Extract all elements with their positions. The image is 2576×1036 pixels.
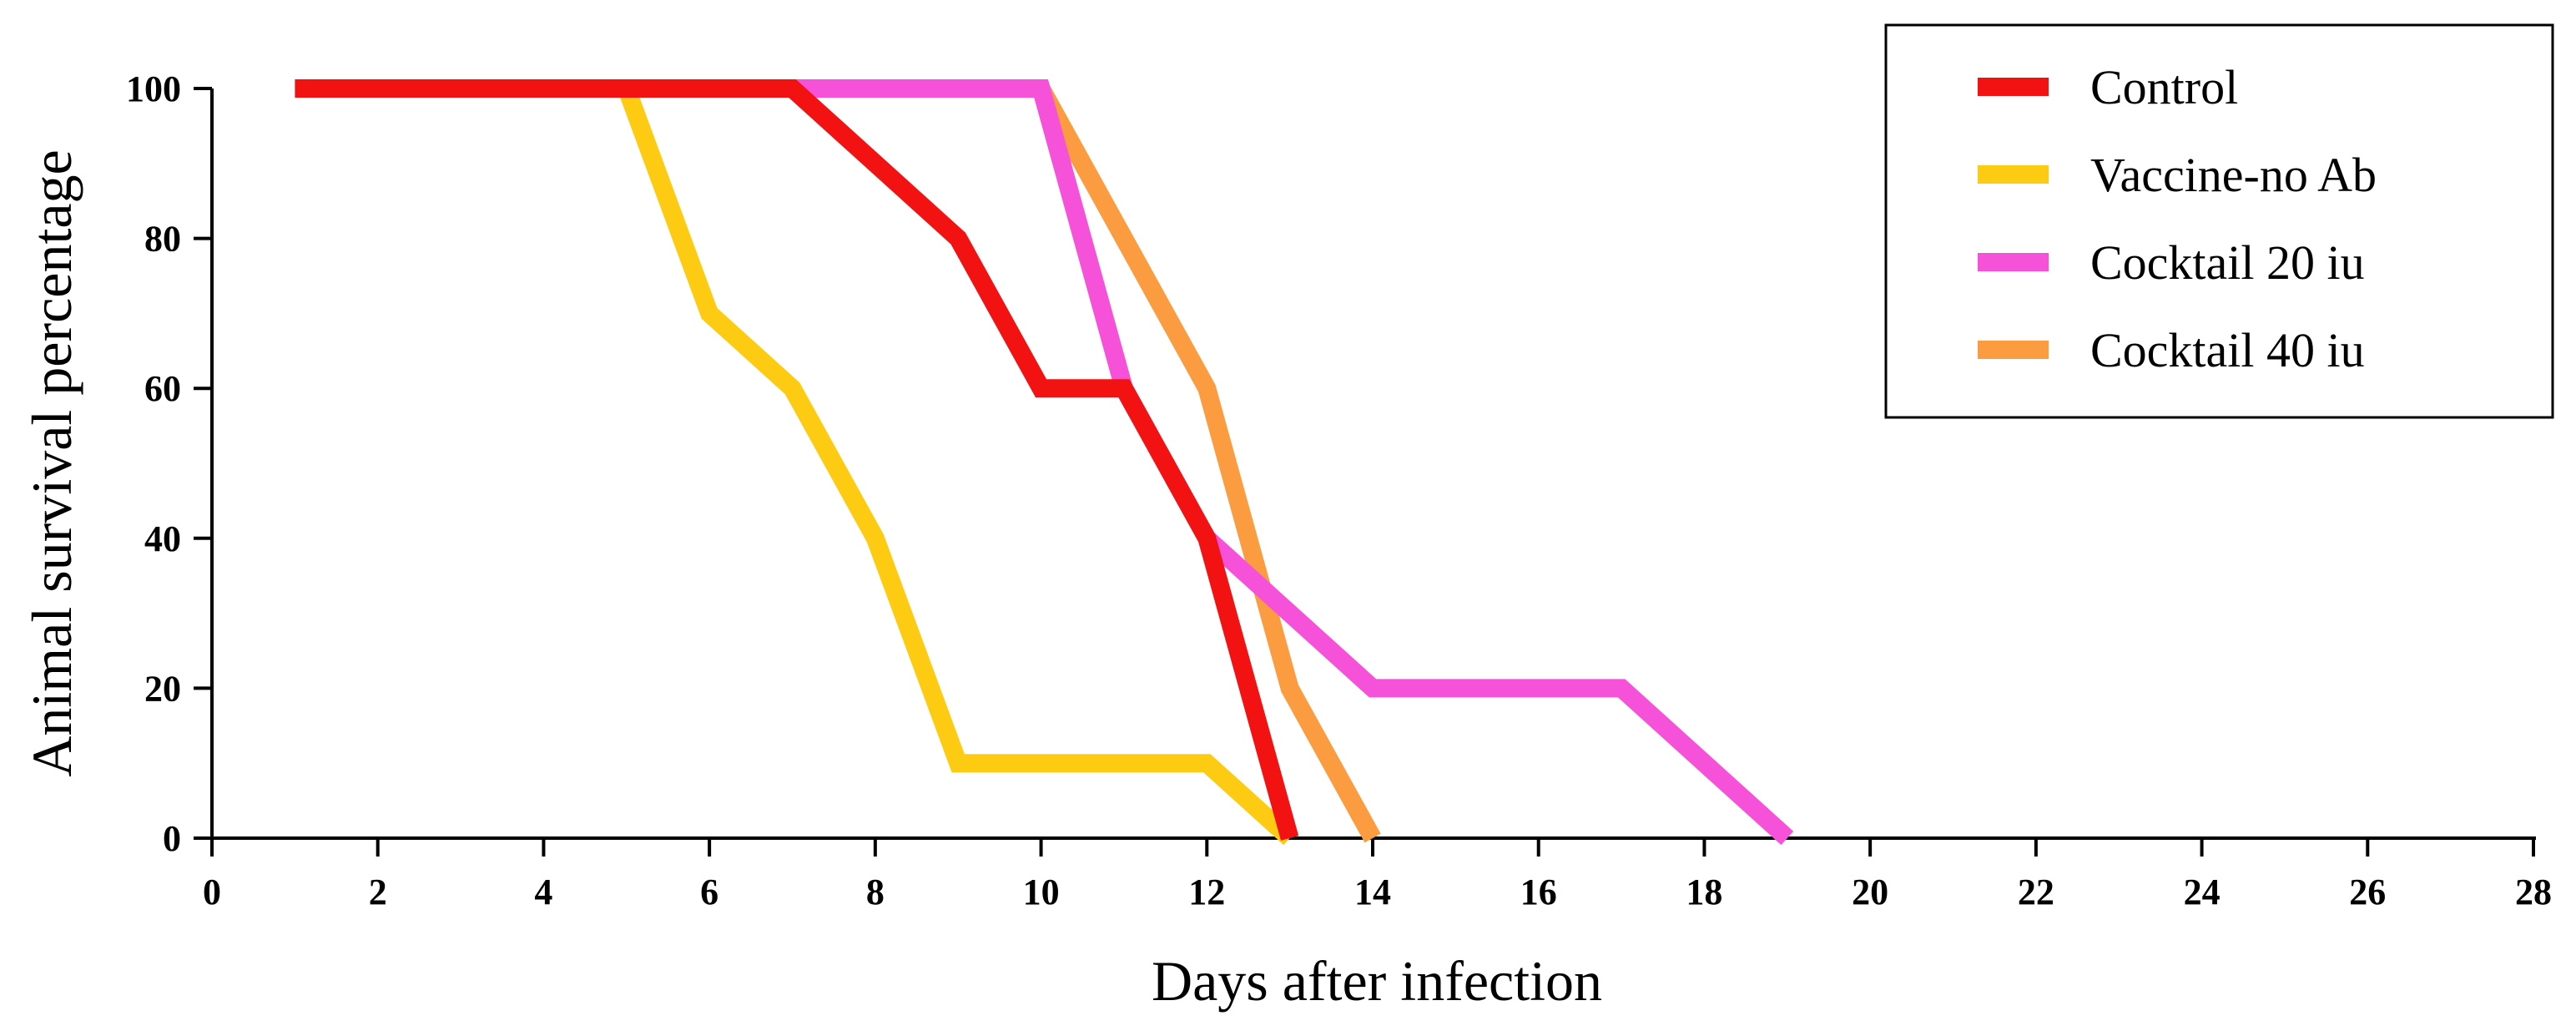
x-tick-label: 16: [1520, 872, 1557, 912]
x-ticks: 0 2 4 6 8 10 12 14 16 18 20 22 24 26 28: [203, 838, 2552, 912]
y-ticks: 0 20 40 60 80 100: [126, 68, 212, 859]
legend-label: Cocktail 20 iu: [2090, 235, 2365, 290]
legend: Control Vaccine-no Ab Cocktail 20 iu Cockta…: [1884, 23, 2554, 419]
series-line-vaccine-no-ab: [618, 85, 1296, 846]
y-axis-title: Animal survival percentage: [20, 149, 83, 777]
legend-label: Cocktail 40 iu: [2090, 323, 2365, 377]
x-tick-label: 24: [2184, 872, 2221, 912]
legend-items: Control Vaccine-no Ab Cocktail 20 iu Cockta…: [1978, 60, 2377, 377]
series-line-cocktail-40-iu: [1032, 83, 1381, 843]
x-tick-label: 26: [2349, 872, 2386, 912]
x-tick-label: 12: [1188, 872, 1225, 912]
x-tick-label: 4: [534, 872, 552, 912]
x-tick-label: 0: [203, 872, 221, 912]
x-tick-label: 20: [1852, 872, 1888, 912]
x-tick-label: 2: [369, 872, 387, 912]
series-line-control: [295, 79, 1299, 841]
x-axis-title: Days after infection: [1152, 949, 1602, 1013]
x-tick-label: 8: [866, 872, 885, 912]
y-tick-label: 40: [144, 518, 181, 559]
x-tick-label: 28: [2515, 872, 2552, 912]
y-tick-label: 60: [144, 368, 181, 409]
y-tick-label: 80: [144, 219, 181, 260]
x-tick-label: 18: [1686, 872, 1722, 912]
y-tick-label: 0: [163, 818, 181, 859]
x-tick-label: 10: [1023, 872, 1060, 912]
x-tick-label: 14: [1354, 872, 1391, 912]
legend-label: Vaccine-no Ab: [2090, 148, 2377, 202]
x-tick-label: 6: [700, 872, 718, 912]
x-tick-label: 22: [2018, 872, 2054, 912]
series-layer: [295, 79, 1794, 846]
legend-label: Control: [2090, 60, 2238, 114]
y-tick-label: 100: [126, 68, 181, 109]
y-tick-label: 20: [144, 668, 181, 709]
